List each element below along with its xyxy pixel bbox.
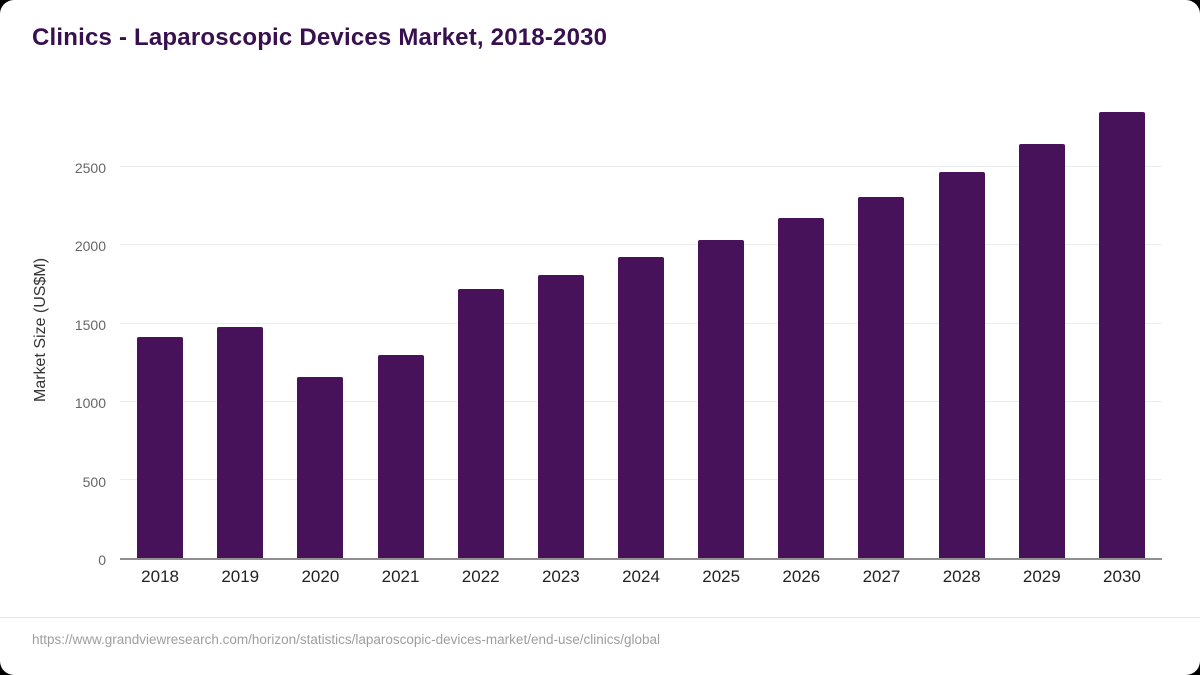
bars <box>120 100 1162 558</box>
chart-title: Clinics - Laparoscopic Devices Market, 2… <box>32 24 608 51</box>
x-label-2018: 2018 <box>141 567 179 586</box>
x-label-2028: 2028 <box>942 567 981 586</box>
y-tick-label: 2000 <box>74 238 106 255</box>
bar-slot <box>200 100 280 558</box>
bar-slot <box>681 100 761 558</box>
x-label-2029: 2029 <box>1022 567 1061 586</box>
y-ticks: 0 500 1000 1500 2000 2500 <box>0 100 106 568</box>
x-label-2030: 2030 <box>1103 567 1141 586</box>
bar-slot <box>521 100 601 558</box>
x-label-2020: 2020 <box>301 567 340 586</box>
footer-divider <box>0 617 1200 618</box>
bar-slot <box>280 100 360 558</box>
y-tick-label: 1000 <box>74 395 106 412</box>
bar-2023 <box>537 275 584 558</box>
bar-2025 <box>698 239 745 558</box>
bar-slot <box>841 100 921 558</box>
bar-2020 <box>297 376 344 558</box>
x-label-2021: 2021 <box>381 567 420 586</box>
x-label-2025: 2025 <box>702 567 741 586</box>
y-tick-label: 2500 <box>74 159 106 176</box>
plot-area <box>120 100 1162 560</box>
source-url: https://www.grandviewresearch.com/horizo… <box>32 632 661 647</box>
bar-slot <box>922 100 1002 558</box>
x-label-2022: 2022 <box>461 567 500 586</box>
bar-2029 <box>1018 143 1065 558</box>
bar-slot <box>441 100 521 558</box>
x-label-2026: 2026 <box>782 567 821 586</box>
x-label-2023: 2023 <box>541 567 580 586</box>
bar-2030 <box>1098 111 1145 558</box>
bar-slot <box>1002 100 1082 558</box>
bar-2021 <box>377 354 424 558</box>
bar-2019 <box>217 326 264 558</box>
x-label-2024: 2024 <box>622 567 660 586</box>
bar-2028 <box>938 171 985 558</box>
bar-slot <box>360 100 440 558</box>
y-tick-label: 1500 <box>74 316 106 333</box>
x-label-2027: 2027 <box>862 567 901 586</box>
bar-2024 <box>618 257 665 558</box>
bar-slot <box>1082 100 1162 558</box>
bar-2027 <box>858 196 905 558</box>
x-label-2019: 2019 <box>221 567 260 586</box>
y-tick-label: 0 <box>98 552 106 568</box>
y-tick-label: 500 <box>82 473 106 490</box>
x-labels: 2018 2019 2020 2021 2022 2023 2024 2025 2026 2027… <box>120 567 1162 587</box>
bar-slot <box>601 100 681 558</box>
bar-2026 <box>778 218 825 558</box>
bar-2022 <box>457 289 504 558</box>
bar-slot <box>120 100 200 558</box>
bar-slot <box>761 100 841 558</box>
bar-2018 <box>137 336 184 558</box>
